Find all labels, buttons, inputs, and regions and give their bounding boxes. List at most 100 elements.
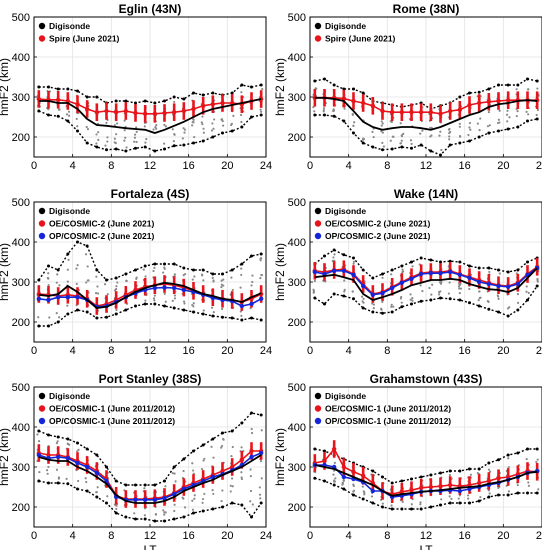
envelope-point (487, 495, 491, 499)
sample-point (527, 113, 530, 116)
sample-point (516, 301, 520, 304)
panel-title: Fortaleza (4S) (111, 187, 190, 201)
sample-point (249, 307, 252, 310)
sample-point (124, 136, 127, 139)
sample-point (221, 307, 224, 311)
series-point (249, 448, 254, 454)
sample-point (192, 118, 195, 122)
legend-label: OE/COSMIC-2 (June 2021) (49, 219, 155, 229)
envelope-point (313, 476, 317, 480)
series-point (84, 106, 90, 112)
sample-point (191, 303, 194, 307)
envelope-point (56, 320, 60, 324)
sample-point (115, 308, 118, 312)
envelope-point (56, 87, 60, 91)
sample-point (400, 295, 403, 299)
envelope-point (85, 95, 89, 99)
sample-point (67, 114, 71, 117)
sample-point (536, 277, 539, 281)
series-point (36, 296, 42, 301)
envelope-point (66, 312, 70, 316)
envelope-point (487, 461, 491, 465)
envelope-point (250, 411, 253, 415)
envelope-point (163, 519, 166, 523)
x-tick-label: 8 (384, 160, 390, 172)
series-point (133, 497, 138, 502)
sample-point (536, 108, 540, 112)
envelope-point (192, 310, 195, 314)
envelope-point (332, 483, 336, 487)
envelope-point (259, 252, 263, 256)
x-tick-label: 20 (221, 345, 233, 357)
envelope-point (390, 481, 394, 485)
sample-point (352, 262, 355, 265)
sample-point (498, 272, 501, 275)
envelope-point (410, 260, 413, 264)
envelope-point (134, 146, 137, 150)
envelope-point (448, 297, 452, 301)
x-tick-label: 12 (144, 345, 156, 357)
envelope-point (192, 268, 195, 272)
y-axis-label: hmF2 (km) (0, 58, 11, 116)
envelope-point (516, 451, 520, 455)
sample-point (487, 468, 491, 471)
sample-point (221, 437, 225, 441)
sample-point (419, 503, 422, 506)
legend-label: OE/COSMIC-1 (June 2011/2012) (325, 404, 451, 414)
envelope-point (390, 310, 394, 314)
sample-point (497, 297, 500, 301)
legend-marker (38, 232, 46, 240)
legend-marker (314, 35, 322, 42)
sample-point (505, 113, 509, 116)
envelope-point (182, 308, 186, 312)
sample-point (116, 122, 119, 125)
sample-point (85, 480, 88, 484)
envelope-point (352, 131, 355, 135)
sample-point (312, 106, 315, 109)
series-point (515, 281, 521, 287)
sample-point (115, 507, 118, 511)
sample-point (201, 501, 204, 504)
series-point (55, 295, 61, 300)
sample-point (164, 485, 167, 488)
sample-point (352, 483, 355, 486)
envelope-point (323, 479, 326, 483)
sample-point (201, 123, 204, 126)
envelope-point (47, 481, 50, 485)
sample-point (258, 486, 261, 489)
series-point (113, 110, 119, 115)
series-point (447, 108, 453, 114)
sample-point (399, 122, 402, 125)
sample-point (106, 136, 109, 139)
sample-point (229, 484, 232, 487)
x-tick-label: 0 (31, 345, 37, 357)
digisonde-lower-envelope (314, 114, 538, 156)
sample-point (133, 133, 137, 136)
sample-point (200, 468, 204, 471)
series-point (239, 457, 245, 462)
x-tick-label: 8 (108, 530, 114, 542)
sample-point (448, 281, 451, 284)
sample-point (125, 279, 128, 282)
sample-point (351, 290, 354, 293)
envelope-point (85, 141, 89, 145)
envelope-point (105, 465, 108, 469)
sample-point (152, 269, 155, 273)
sample-point (221, 119, 224, 123)
sample-point (86, 127, 90, 131)
sample-point (231, 485, 234, 488)
series-point (75, 102, 80, 107)
sample-point (457, 497, 460, 500)
series-point (418, 271, 424, 277)
sample-point (496, 121, 500, 125)
sample-point (421, 289, 424, 293)
sample-point (259, 108, 262, 111)
envelope-point (95, 268, 99, 272)
x-tick-label: 20 (221, 160, 233, 172)
sample-point (527, 291, 530, 294)
envelope-point (172, 465, 176, 469)
y-tick-label: 400 (288, 422, 306, 434)
sample-point (144, 299, 147, 302)
sample-point (213, 118, 216, 121)
sample-point (38, 440, 41, 443)
